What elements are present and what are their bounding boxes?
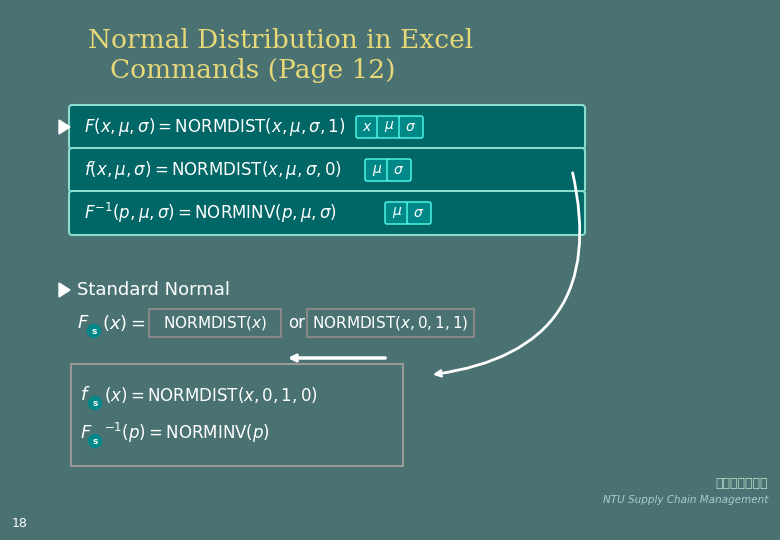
Text: Standard Normal: Standard Normal bbox=[77, 281, 230, 299]
Text: Normal Distribution in Excel: Normal Distribution in Excel bbox=[88, 28, 473, 53]
FancyBboxPatch shape bbox=[387, 159, 411, 181]
Text: Commands (Page 12): Commands (Page 12) bbox=[110, 58, 395, 83]
Text: $x$: $x$ bbox=[362, 120, 372, 134]
Text: s: s bbox=[92, 436, 98, 446]
Text: $\mu$: $\mu$ bbox=[392, 206, 402, 220]
FancyBboxPatch shape bbox=[377, 116, 401, 138]
Text: 臺大開放式課程: 臺大開放式課程 bbox=[715, 477, 768, 490]
Text: $\sigma$: $\sigma$ bbox=[413, 206, 424, 220]
FancyBboxPatch shape bbox=[407, 202, 431, 224]
Text: $(x) =$: $(x) =$ bbox=[102, 313, 145, 333]
FancyBboxPatch shape bbox=[69, 148, 585, 192]
Text: s: s bbox=[91, 327, 97, 335]
FancyBboxPatch shape bbox=[356, 116, 378, 138]
Text: $F$: $F$ bbox=[80, 424, 93, 442]
Text: or: or bbox=[288, 314, 305, 332]
Text: $\mathrm{NORMDIST}(x)$: $\mathrm{NORMDIST}(x)$ bbox=[163, 314, 267, 332]
Text: $\mu$: $\mu$ bbox=[384, 119, 394, 134]
Text: $f(x,\mu,\sigma) = \mathrm{NORMDIST}(x,\mu,\sigma,0)$: $f(x,\mu,\sigma) = \mathrm{NORMDIST}(x,\… bbox=[84, 159, 342, 181]
Circle shape bbox=[87, 325, 101, 338]
Text: $\sigma$: $\sigma$ bbox=[406, 120, 417, 134]
FancyBboxPatch shape bbox=[69, 105, 585, 149]
Text: $F$: $F$ bbox=[77, 314, 90, 332]
Text: $f$: $f$ bbox=[80, 386, 90, 404]
Circle shape bbox=[88, 435, 101, 448]
FancyBboxPatch shape bbox=[365, 159, 389, 181]
Text: $^{-1}(p) = \mathrm{NORMINV}(p)$: $^{-1}(p) = \mathrm{NORMINV}(p)$ bbox=[104, 421, 270, 445]
FancyBboxPatch shape bbox=[69, 191, 585, 235]
Text: $\mathrm{NORMDIST}(x,0,1,1)$: $\mathrm{NORMDIST}(x,0,1,1)$ bbox=[312, 314, 469, 332]
Text: s: s bbox=[92, 399, 98, 408]
Text: NTU Supply Chain Management: NTU Supply Chain Management bbox=[603, 495, 768, 505]
Polygon shape bbox=[59, 283, 70, 297]
Text: $\mu$: $\mu$ bbox=[372, 163, 382, 178]
Text: $F(x,\mu,\sigma) = \mathrm{NORMDIST}(x,\mu,\sigma,1)$: $F(x,\mu,\sigma) = \mathrm{NORMDIST}(x,\… bbox=[84, 116, 346, 138]
Circle shape bbox=[88, 396, 101, 409]
FancyBboxPatch shape bbox=[399, 116, 423, 138]
Text: $F^{-1}(p,\mu,\sigma) = \mathrm{NORMINV}(p,\mu,\sigma)$: $F^{-1}(p,\mu,\sigma) = \mathrm{NORMINV}… bbox=[84, 201, 337, 225]
Text: $(x) = \mathrm{NORMDIST}(x,0,1,0)$: $(x) = \mathrm{NORMDIST}(x,0,1,0)$ bbox=[104, 385, 317, 405]
Text: 18: 18 bbox=[12, 517, 28, 530]
Text: $\sigma$: $\sigma$ bbox=[393, 163, 405, 177]
Polygon shape bbox=[59, 120, 70, 134]
FancyBboxPatch shape bbox=[385, 202, 409, 224]
